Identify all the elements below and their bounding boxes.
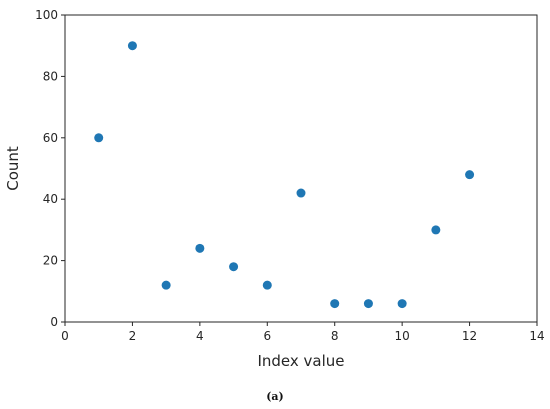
y-tick-label: 0 <box>50 315 58 329</box>
data-point <box>330 299 340 309</box>
x-tick-label: 2 <box>129 329 137 343</box>
x-tick-label: 4 <box>196 329 204 343</box>
data-point <box>296 188 306 198</box>
ticks-layer: 0 2 4 6 8 10 12 14 0 20 40 60 80 100 <box>35 8 545 343</box>
data-point <box>229 262 239 272</box>
data-point <box>195 243 205 253</box>
y-tick-label: 80 <box>43 69 58 83</box>
x-tick-label: 8 <box>331 329 339 343</box>
x-tick-label: 10 <box>395 329 410 343</box>
scatter-chart: 0 2 4 6 8 10 12 14 0 20 40 60 80 100 Index value Coun… <box>4 8 545 370</box>
y-tick-label: 40 <box>43 192 58 206</box>
data-point <box>161 280 171 290</box>
x-tick-label: 14 <box>529 329 544 343</box>
data-point <box>94 133 104 143</box>
data-point <box>127 41 137 51</box>
y-tick-label: 100 <box>35 8 58 22</box>
x-tick-label: 6 <box>263 329 271 343</box>
x-tick-label: 0 <box>61 329 69 343</box>
data-point <box>397 299 407 309</box>
y-axis-label: Count <box>4 146 22 191</box>
plot-frame <box>64 14 538 323</box>
y-tick-label: 20 <box>43 254 58 268</box>
data-point <box>465 170 475 180</box>
data-point <box>431 225 441 235</box>
data-point <box>363 299 373 309</box>
y-tick-label: 60 <box>43 131 58 145</box>
figure-caption: (a) <box>266 390 284 403</box>
x-axis-label: Index value <box>257 352 344 370</box>
data-point <box>262 280 272 290</box>
x-tick-label: 12 <box>462 329 477 343</box>
points-layer <box>94 41 475 309</box>
